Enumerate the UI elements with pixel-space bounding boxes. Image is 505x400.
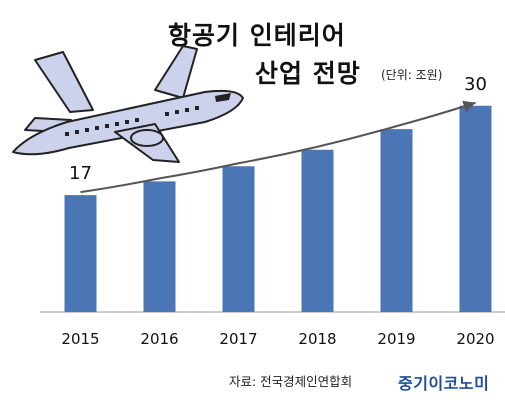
bar-2019 bbox=[380, 129, 413, 312]
x-tick-label-2020: 2020 bbox=[456, 330, 494, 348]
unit-note: (단위: 조원) bbox=[381, 68, 443, 82]
x-tick-label-2015: 2015 bbox=[61, 330, 99, 348]
data-label-2015: 17 bbox=[69, 163, 92, 184]
airplane-right-wing bbox=[154, 45, 198, 99]
bar-2018 bbox=[301, 149, 334, 312]
chart-title-line-1: 항공기 인테리어 bbox=[168, 21, 346, 50]
x-tick-label-2017: 2017 bbox=[219, 330, 257, 348]
brand-logo: 중기이코노미 bbox=[398, 374, 490, 393]
x-tick-label-2018: 2018 bbox=[298, 330, 336, 348]
airplane-cockpit-window bbox=[215, 93, 231, 102]
airplane-tail-fin bbox=[34, 51, 94, 113]
airplane-illustration bbox=[12, 45, 244, 163]
bar-2016 bbox=[143, 181, 176, 312]
x-tick-label-2016: 2016 bbox=[140, 330, 178, 348]
bar-2017 bbox=[222, 166, 255, 312]
airplane-window-row bbox=[65, 106, 199, 136]
x-tick-label-2019: 2019 bbox=[377, 330, 415, 348]
trend-arrow bbox=[80, 100, 476, 194]
bar-2015 bbox=[64, 195, 97, 312]
bar-2020 bbox=[459, 105, 492, 312]
airplane-engine bbox=[130, 129, 164, 147]
chart-title-line-2: 산업 전망 bbox=[255, 59, 361, 88]
data-label-2020: 30 bbox=[464, 74, 487, 95]
source-note: 자료: 전국경제인연합회 bbox=[229, 374, 353, 389]
